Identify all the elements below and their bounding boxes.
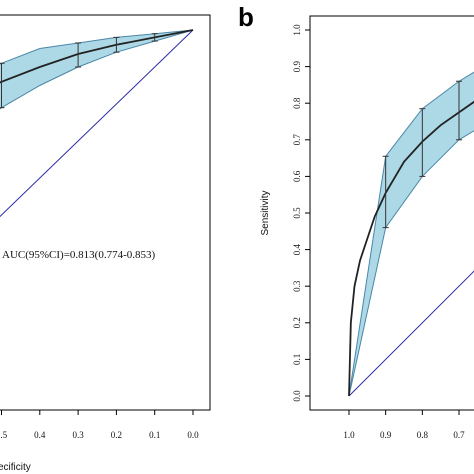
y-tick-label: 0.8 xyxy=(292,97,302,109)
panel-b-y-axis-title: Sensitivity xyxy=(260,190,271,235)
panel-b-ci-band-area xyxy=(348,71,474,397)
y-tick-label: 0.6 xyxy=(292,170,302,182)
panel-b-y-axis: 0.0 0.1 0.2 0.3 0.4 0.5 0.6 0.7 0.8 0.9 1.0 xyxy=(292,24,310,402)
panel-b-letter: b xyxy=(238,2,254,32)
y-tick-label: 0.1 xyxy=(292,354,302,365)
panel-a-error-bar xyxy=(0,62,5,109)
x-tick-label: 0.2 xyxy=(111,430,122,440)
x-tick-label: 0.1 xyxy=(149,430,160,440)
panel-a-diagonal-line xyxy=(0,29,194,218)
panel-a-ci-band-area xyxy=(0,29,194,110)
panel-b-x-axis: 1.0 0.9 0.8 0.7 xyxy=(343,410,465,440)
panel-a-error-bars xyxy=(0,33,158,109)
x-tick-label: 0.9 xyxy=(380,430,392,440)
panel-a-plot-frame xyxy=(0,14,211,411)
x-tick-label: 0.8 xyxy=(417,430,429,440)
y-tick-label: 0.9 xyxy=(292,60,302,72)
panel-a-x-axis-title: ecificity xyxy=(0,462,31,473)
y-tick-label: 1.0 xyxy=(292,24,302,36)
y-tick-label: 0.0 xyxy=(292,390,302,402)
panel-b-ci-band xyxy=(348,71,474,397)
y-tick-label: 0.2 xyxy=(292,317,302,328)
auc-annotation: AUC(95%CI)=0.813(0.774-0.853) xyxy=(2,249,155,261)
y-tick-label: 0.3 xyxy=(292,280,302,292)
y-tick-label: 0.4 xyxy=(292,243,302,255)
y-tick-label: 0.5 xyxy=(292,207,302,219)
panel-a-x-axis: 0.5 0.4 0.3 0.2 0.1 0.0 xyxy=(0,410,199,440)
x-tick-label: 0.3 xyxy=(72,430,84,440)
panel-a-error-bar xyxy=(151,33,158,42)
x-tick-label: 0.7 xyxy=(453,430,465,440)
panel-b-error-bar xyxy=(456,80,462,141)
panel-b-error-bar xyxy=(419,108,426,177)
panel-b-reference-line xyxy=(348,270,474,397)
x-tick-label: 0.5 xyxy=(0,430,8,440)
y-tick-label: 0.7 xyxy=(292,134,302,146)
panel-a-ci-band xyxy=(0,29,194,110)
panel-b-error-bar xyxy=(382,155,389,229)
panel-b-error-bars xyxy=(382,80,462,229)
x-tick-label: 0.0 xyxy=(187,430,199,440)
panel-a-error-bar xyxy=(113,36,120,53)
panel-b: b 0.00.10.20.30.40.50.60.70.80.91.0 1.0 0… xyxy=(238,2,474,440)
x-tick-label: 0.4 xyxy=(34,430,46,440)
panel-a: 0.5 0.4 0.3 0.2 0.1 0.0 AUC(95%CI)=0.813(0.77… xyxy=(0,14,211,473)
panel-a-error-bar xyxy=(75,42,82,68)
x-tick-label: 1.0 xyxy=(343,430,355,440)
panel-a-reference-line xyxy=(0,29,194,218)
panel-b-diagonal-line xyxy=(348,270,474,397)
